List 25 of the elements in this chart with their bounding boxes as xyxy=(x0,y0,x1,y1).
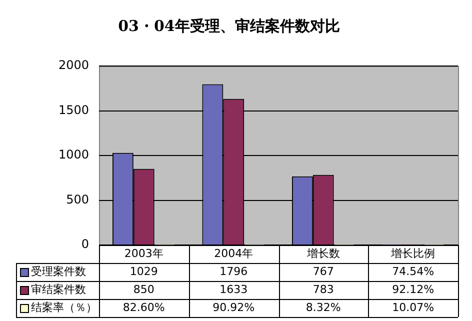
data-label: 1796 xyxy=(220,264,248,278)
x-tick-label: 增长数 xyxy=(306,246,340,260)
data-label: 850 xyxy=(133,282,154,296)
data-label: 90.92% xyxy=(212,300,255,314)
y-tick-label: 500 xyxy=(66,192,89,206)
data-label: 74.54% xyxy=(392,264,434,278)
legend-label: 受理案件数 xyxy=(31,264,86,278)
data-label: 92.12% xyxy=(392,282,434,296)
y-tick-label: 2000 xyxy=(58,58,89,72)
x-tick-label: 增长比例 xyxy=(390,246,436,260)
data-label: 1029 xyxy=(130,264,158,278)
chart-title: 03・04年受理、审结案件数对比 xyxy=(118,16,340,35)
x-tick-label: 2003年 xyxy=(124,246,164,260)
data-label: 82.60% xyxy=(122,300,165,314)
y-tick-label: 0 xyxy=(81,237,89,252)
legend-label: 审结案件数 xyxy=(31,282,86,296)
data-label: 783 xyxy=(312,282,334,296)
x-tick-label: 2004年 xyxy=(214,246,254,260)
y-tick-label: 1500 xyxy=(58,102,89,117)
y-tick-label: 1000 xyxy=(58,148,89,162)
data-label: 10.07% xyxy=(392,300,434,314)
data-label: 8.32% xyxy=(306,300,341,314)
legend-label: 结案率（％） xyxy=(31,300,97,314)
data-label: 767 xyxy=(312,264,334,278)
data-label: 1633 xyxy=(220,282,248,296)
